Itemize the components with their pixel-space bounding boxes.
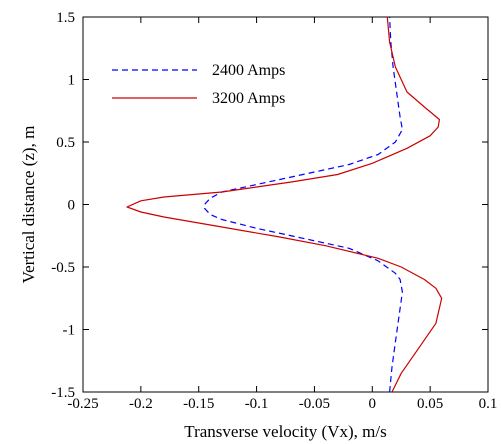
y-axis-label: Vertical distance (z), m [19, 126, 38, 284]
series-layer [126, 16, 443, 393]
y-tick-label-0: 0 [68, 198, 76, 214]
y-tick-label-0p5: 0.5 [56, 135, 75, 151]
x-tick-label-m0p2: -0.2 [129, 396, 153, 412]
axis-ticks: -0.25 -0.2 -0.15 -0.1 -0.05 0 0.05 0.1 -1.5 -1 -0.… [51, 10, 497, 412]
x-tick-label-0p05: 0.05 [417, 396, 443, 412]
legend: 2400 Amps 3200 Amps [112, 62, 285, 107]
y-tick-label-1p5: 1.5 [56, 10, 75, 26]
legend-label-3200-amps: 3200 Amps [212, 90, 285, 107]
x-tick-label-m0p1: -0.1 [245, 396, 269, 412]
x-axis-label: Transverse velocity (Vx), m/s [184, 422, 386, 441]
series-line-3200-amps [126, 16, 443, 393]
y-tick-label-m1: -1 [63, 323, 76, 339]
x-tick-label-m0p15: -0.15 [183, 396, 214, 412]
x-tick-label-m0p25: -0.25 [67, 396, 98, 412]
y-tick-label-m1p5: -1.5 [51, 385, 75, 401]
x-tick-label-0: 0 [369, 396, 377, 412]
x-tick-label-0p1: 0.1 [479, 396, 498, 412]
series-line-2400-amps [203, 16, 403, 393]
y-tick-label-m0p5: -0.5 [51, 260, 75, 276]
y-tick-label-1: 1 [68, 73, 76, 89]
x-tick-label-m0p05: -0.05 [299, 396, 330, 412]
legend-label-2400-amps: 2400 Amps [212, 62, 285, 79]
